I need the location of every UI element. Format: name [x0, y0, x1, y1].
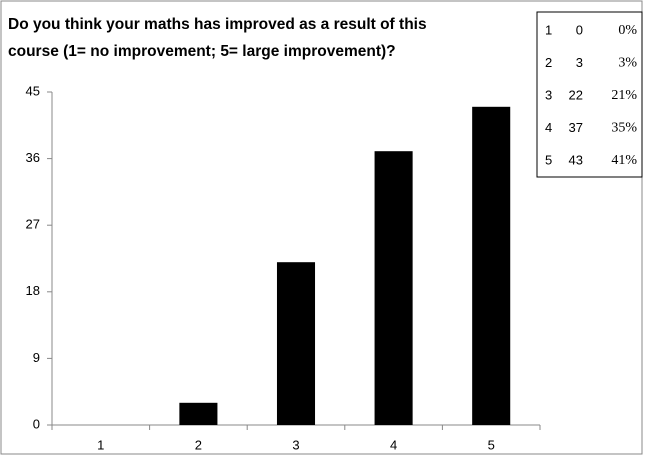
table-percent: 41% — [611, 153, 637, 168]
y-tick-label: 0 — [33, 416, 40, 431]
x-tick-label: 5 — [488, 437, 495, 452]
table-percent: 35% — [611, 121, 637, 136]
x-tick-label: 4 — [390, 437, 397, 452]
bar — [276, 262, 316, 425]
chart-frame — [0, 0, 643, 455]
y-tick-label: 9 — [33, 350, 40, 365]
y-tick-label: 27 — [26, 217, 40, 232]
table-category: 3 — [545, 87, 552, 102]
table-count: 37 — [569, 120, 583, 135]
table-percent: 0% — [618, 23, 637, 38]
table-count: 3 — [576, 55, 583, 70]
data-table — [536, 11, 643, 178]
table-count: 22 — [569, 87, 583, 102]
table-percent: 3% — [618, 56, 637, 71]
chart-title: Do you think your maths has improved as … — [8, 16, 427, 33]
table-category: 4 — [545, 120, 552, 135]
x-tick-label: 2 — [195, 437, 202, 452]
y-tick-label: 18 — [26, 283, 40, 298]
table-count: 43 — [569, 152, 583, 167]
bar — [374, 151, 413, 425]
bar — [472, 106, 511, 426]
y-tick-label: 36 — [26, 150, 40, 165]
chart-title: course (1= no improvement; 5= large impr… — [8, 43, 396, 60]
table-percent: 21% — [611, 88, 637, 103]
bar — [179, 402, 218, 425]
table-category: 5 — [545, 152, 552, 167]
table-category: 2 — [545, 55, 552, 70]
table-count: 0 — [576, 22, 583, 37]
x-tick-label: 3 — [292, 437, 299, 452]
y-tick-label: 45 — [26, 83, 40, 98]
x-tick-label: 1 — [97, 437, 104, 452]
table-category: 1 — [545, 22, 552, 37]
